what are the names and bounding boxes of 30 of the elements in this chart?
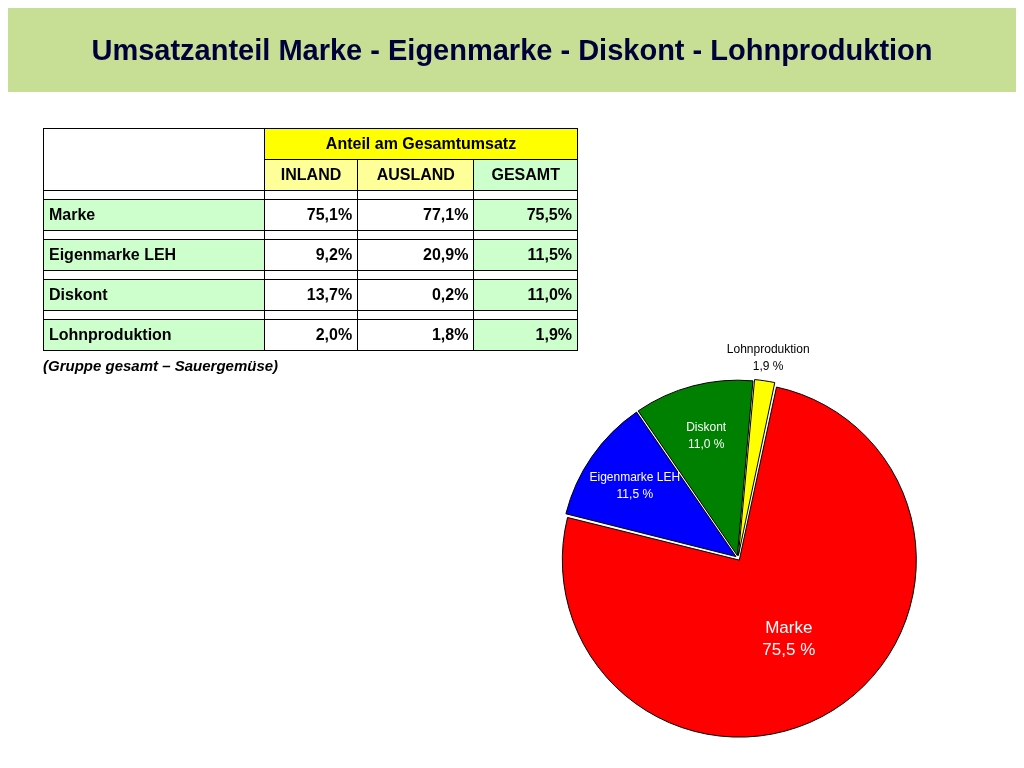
row-name-cell: Diskont xyxy=(43,279,265,311)
slice-label: Lohnproduktion xyxy=(726,341,810,356)
x-tick-label: AUSLAND xyxy=(357,159,474,191)
data-label: 75,5% xyxy=(473,199,578,231)
data-label: 9,2% xyxy=(264,239,358,271)
row-name-cell: Eigenmarke LEH xyxy=(43,239,265,271)
slice-label: Marke xyxy=(765,618,813,638)
x-tick-label: INLAND xyxy=(264,159,358,191)
data-label: 75,5 % xyxy=(762,640,816,660)
slice-label: Eigenmarke LEH xyxy=(589,470,681,485)
slice-label: Diskont xyxy=(686,420,727,435)
row-name-cell: Marke xyxy=(43,199,265,231)
data-label: 11,0 % xyxy=(687,437,725,452)
data-label: 1,9 % xyxy=(752,358,784,373)
data-label: 75,1% xyxy=(264,199,358,231)
data-label: 0,2% xyxy=(357,279,474,311)
chart-title: Umsatzanteil Marke - Eigenmarke - Diskont - Lohnproduktion xyxy=(91,33,933,67)
data-label: 11,0% xyxy=(473,279,578,311)
data-label: 1,8% xyxy=(357,319,474,351)
data-label: 20,9% xyxy=(357,239,474,271)
chart-subtitle: Anteil am Gesamtumsatz xyxy=(264,128,578,160)
data-label: 2,0% xyxy=(264,319,358,351)
data-label: 11,5% xyxy=(473,239,578,271)
data-label: 77,1% xyxy=(357,199,474,231)
data-label: 1,9% xyxy=(473,319,578,351)
text: (Gruppe gesamt – Sauergemüse) xyxy=(43,357,280,374)
row-name-cell: Lohnproduktion xyxy=(43,319,265,351)
data-label: 11,5 % xyxy=(616,487,654,502)
x-tick-label: GESAMT xyxy=(473,159,578,191)
data-label: 13,7% xyxy=(264,279,358,311)
